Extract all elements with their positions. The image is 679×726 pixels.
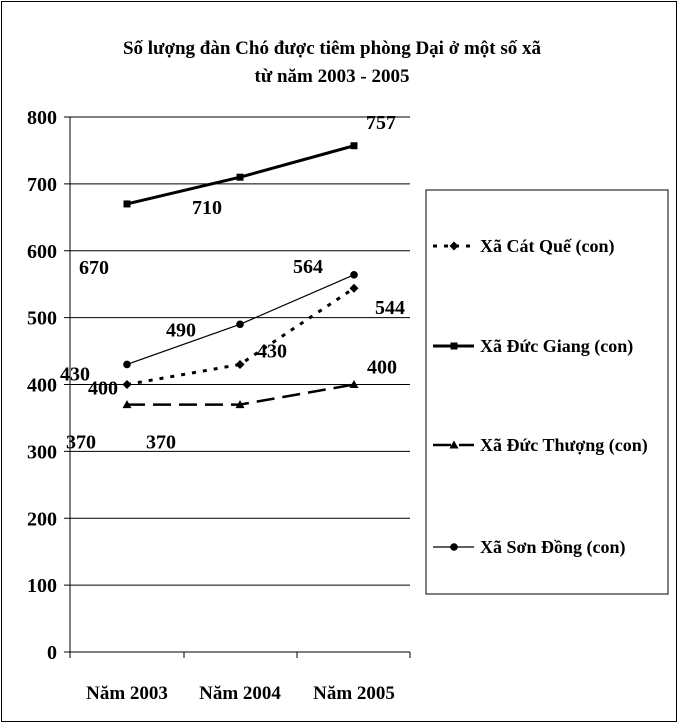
- data-point-marker: [349, 380, 359, 388]
- data-label: 490: [166, 319, 196, 341]
- y-tick-label: 200: [27, 508, 57, 530]
- legend-entry-2: Xã Đức Thượng (con): [480, 435, 648, 456]
- x-axis-category-labels: Năm 2003 Năm 2004 Năm 2005: [86, 683, 395, 704]
- legend-marker-1: [450, 342, 458, 350]
- y-tick-label: 100: [27, 575, 57, 597]
- data-label: 400: [88, 378, 118, 400]
- data-point-marker: [235, 400, 245, 409]
- x-category-label: Năm 2003: [86, 683, 168, 704]
- data-label: 370: [146, 432, 176, 454]
- series-line-3: [126, 274, 355, 366]
- series-lines: [122, 142, 359, 409]
- y-tick-label: 500: [27, 308, 57, 330]
- x-category-label: Năm 2004: [199, 683, 281, 704]
- data-label: 400: [367, 357, 397, 379]
- legend-marker-0: [449, 241, 459, 251]
- y-tick-label: 800: [27, 107, 57, 129]
- chart-title: Số lượng đàn Chó được tiêm phòng Dại ở m…: [123, 38, 542, 87]
- gridlines: [70, 116, 410, 586]
- data-label: 564: [293, 256, 323, 278]
- data-point-marker: [236, 320, 244, 329]
- data-label: 544: [375, 297, 405, 319]
- data-point-marker: [236, 173, 244, 181]
- chart-title-line-1: Số lượng đàn Chó được tiêm phòng Dại ở m…: [123, 38, 542, 59]
- axes: [64, 116, 411, 658]
- data-point-marker: [350, 142, 358, 150]
- y-tick-label: 0: [47, 642, 57, 664]
- y-tick-label: 600: [27, 241, 57, 263]
- data-point-marker: [122, 400, 132, 409]
- chart-title-line-2: từ năm 2003 - 2005: [255, 66, 410, 87]
- y-tick-label: 700: [27, 174, 57, 196]
- data-label: 370: [66, 432, 96, 454]
- data-point-marker: [235, 359, 245, 369]
- legend-entry-0: Xã Cát Quế (con): [480, 236, 614, 257]
- y-tick-label: 300: [27, 441, 57, 463]
- y-tick-label: 400: [27, 375, 57, 397]
- legend-entry-1: Xã Đức Giang (con): [480, 336, 633, 357]
- legend-entry-3: Xã Sơn Đồng (con): [480, 537, 626, 558]
- legend: Xã Cát Quế (con) Xã Đức Giang (con) Xã Đức…: [425, 189, 669, 595]
- data-point-marker: [350, 271, 358, 279]
- data-label: 430: [257, 340, 287, 362]
- data-label: 710: [192, 197, 222, 219]
- data-point-marker: [123, 360, 131, 369]
- x-category-label: Năm 2005: [313, 683, 395, 704]
- data-point-marker: [349, 283, 359, 293]
- data-label: 670: [79, 257, 109, 279]
- legend-box: [425, 189, 669, 595]
- data-label: 430: [60, 363, 90, 385]
- data-point-marker: [122, 380, 132, 389]
- series-line-0: [126, 286, 355, 386]
- legend-marker-2: [449, 440, 459, 449]
- legend-marker-3: [450, 543, 458, 551]
- data-label: 757: [366, 112, 396, 134]
- data-point-marker: [123, 200, 131, 208]
- y-axis-tick-labels: 0 100 200 300 400 500 600 700 800: [27, 107, 57, 664]
